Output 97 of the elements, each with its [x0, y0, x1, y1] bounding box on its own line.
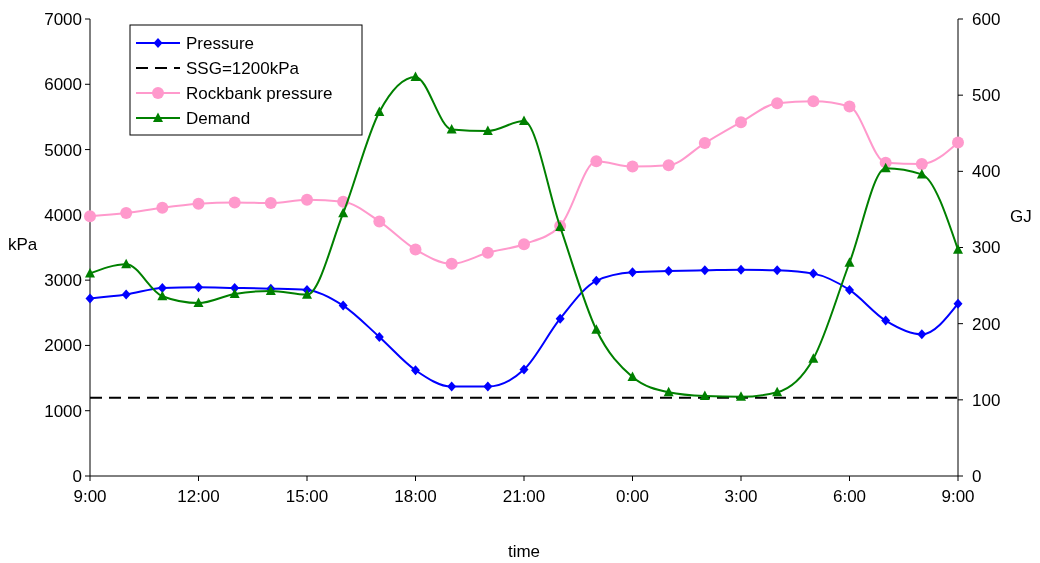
- point: [445, 257, 458, 270]
- x-axis-title: time: [507, 542, 541, 561]
- legend-label: SSG=1200kPa: [186, 58, 300, 78]
- x-tick-label: 15:00: [285, 487, 329, 506]
- point: [844, 257, 855, 267]
- x-tick-label: 9:00: [941, 487, 975, 506]
- y2-axis-title: GJ: [1010, 207, 1032, 226]
- point: [338, 207, 349, 218]
- point: [698, 137, 711, 150]
- y-tick-label: 1000: [44, 401, 82, 421]
- point: [121, 289, 131, 300]
- point: [735, 116, 747, 129]
- point: [447, 381, 457, 392]
- point: [193, 297, 204, 308]
- y2-tick-label: 500: [972, 86, 1001, 106]
- x-tick-label: 0:00: [615, 487, 650, 506]
- point: [662, 159, 675, 172]
- point: [699, 390, 710, 401]
- y2-tick-label: 0: [972, 466, 982, 486]
- y-tick-label: 0: [72, 466, 82, 486]
- x-tick-label: 21:00: [502, 487, 546, 506]
- point: [591, 324, 602, 334]
- point: [373, 215, 386, 228]
- point: [228, 196, 241, 209]
- point: [953, 244, 963, 254]
- point: [446, 123, 457, 134]
- x-tick-label: 3:00: [724, 487, 758, 506]
- point: [121, 258, 132, 269]
- point: [627, 371, 638, 381]
- point: [374, 331, 384, 342]
- point: [771, 97, 784, 110]
- point: [590, 155, 603, 168]
- y-tick-label: 6000: [44, 75, 82, 95]
- y-tick-label: 3000: [44, 271, 82, 291]
- point: [481, 246, 494, 259]
- point: [120, 206, 133, 219]
- y-tick-label: 2000: [44, 336, 82, 356]
- point: [411, 365, 420, 376]
- point: [807, 95, 820, 108]
- point: [409, 243, 422, 256]
- point: [664, 266, 674, 276]
- legend-label: Demand: [186, 108, 251, 128]
- point: [845, 284, 854, 295]
- point: [374, 106, 385, 116]
- x-tick-label: 6:00: [832, 487, 867, 506]
- point: [843, 100, 856, 113]
- point: [952, 136, 964, 149]
- point: [483, 381, 493, 392]
- point: [626, 160, 639, 173]
- point: [808, 353, 819, 363]
- point: [302, 289, 312, 299]
- point: [85, 293, 95, 304]
- point: [519, 115, 529, 126]
- y2-tick-label: 100: [972, 390, 1001, 410]
- point: [808, 268, 818, 279]
- y-tick-label: 5000: [44, 140, 82, 160]
- point: [84, 210, 96, 223]
- point: [410, 71, 421, 81]
- legend-label: Pressure: [186, 33, 255, 53]
- x-tick-label: 12:00: [177, 487, 220, 506]
- point: [194, 282, 203, 293]
- point: [156, 201, 169, 214]
- point: [555, 313, 565, 324]
- point: [772, 386, 783, 397]
- y-tick-label: 4000: [44, 205, 82, 225]
- point: [881, 315, 891, 326]
- point: [917, 329, 927, 340]
- point: [880, 162, 891, 173]
- point: [264, 197, 277, 210]
- point: [482, 125, 493, 135]
- y2-tick-label: 200: [972, 314, 1001, 334]
- point: [915, 157, 928, 170]
- point: [628, 267, 637, 278]
- y-axis-title: kPa: [8, 235, 38, 254]
- point: [192, 197, 205, 210]
- point: [301, 193, 313, 206]
- point: [157, 290, 168, 301]
- point: [338, 300, 348, 311]
- point: [157, 282, 167, 293]
- x-tick-label: 18:00: [394, 487, 437, 506]
- y-tick-label: 7000: [44, 9, 82, 29]
- point: [229, 288, 240, 298]
- y2-tick-label: 600: [972, 9, 1001, 29]
- point: [519, 364, 529, 375]
- point: [518, 238, 530, 251]
- point: [953, 298, 963, 309]
- point: [736, 391, 746, 401]
- y2-tick-label: 400: [972, 162, 1001, 182]
- y2-tick-label: 300: [972, 238, 1001, 258]
- point: [700, 265, 710, 276]
- point: [663, 386, 674, 397]
- point: [772, 265, 782, 276]
- point: [591, 275, 601, 286]
- legend-label: Rockbank pressure: [186, 83, 333, 103]
- point: [736, 264, 746, 275]
- point: [916, 168, 927, 179]
- x-tick-label: 9:00: [73, 487, 107, 506]
